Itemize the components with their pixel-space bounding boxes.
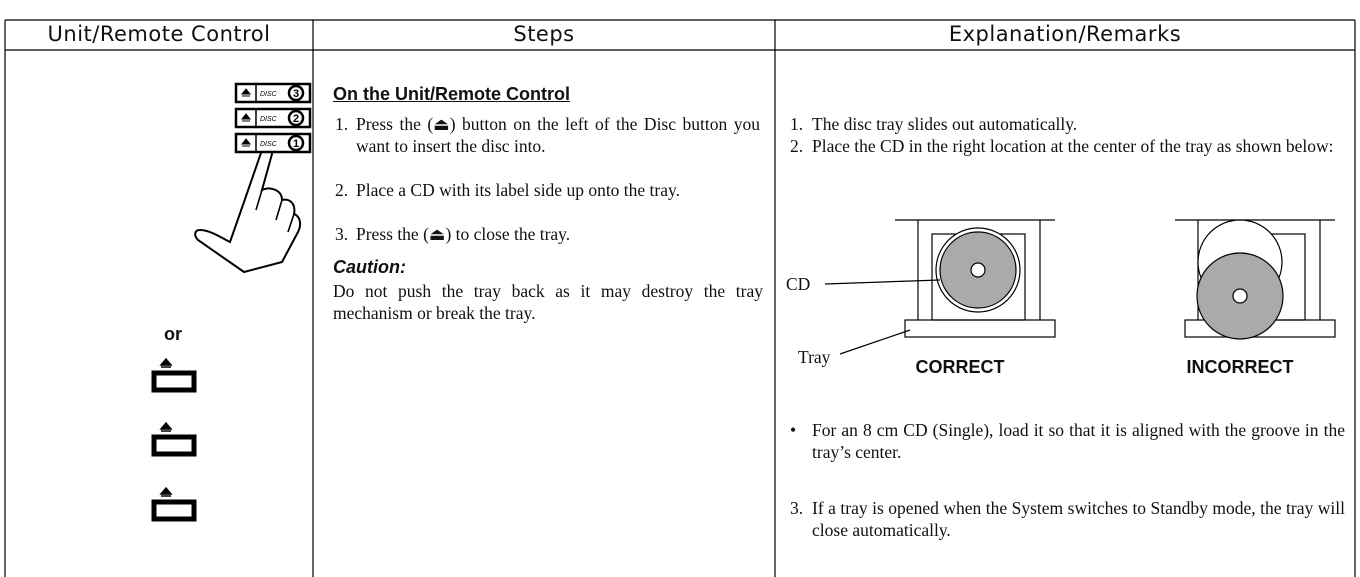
bullet-text: For an 8 cm CD (Single), load it so that… (812, 420, 1345, 462)
remark-text: The disc tray slides out automatically. (812, 114, 1078, 134)
bullet-marker: • (790, 420, 797, 440)
column-header: Steps (513, 22, 575, 46)
step-text: Press the (⏏) button on the left of the … (356, 114, 760, 156)
incorrect-label: INCORRECT (1186, 357, 1294, 377)
eject-icon (240, 88, 252, 97)
eject-icon (240, 113, 252, 122)
caution-heading: Caution: (333, 257, 406, 277)
tray-label: Tray (798, 347, 831, 367)
step-number: 1. (335, 114, 349, 134)
or-text: or (164, 324, 182, 344)
remark-text: Place the CD in the right location at th… (812, 136, 1334, 156)
disc-label: DISC (260, 116, 278, 123)
column-header: Explanation/Remarks (948, 22, 1182, 46)
eject-icon (240, 138, 252, 147)
disc-number-ring (287, 134, 305, 152)
steps-heading: On the Unit/Remote Control (333, 84, 570, 104)
remark-text: If a tray is opened when the System swit… (812, 498, 1345, 540)
step-text: Press the (⏏) to close the tray. (356, 224, 571, 244)
remark-number: 3. (790, 498, 804, 518)
disc-number: 2 (293, 113, 299, 125)
correct-label: CORRECT (915, 357, 1005, 377)
cd-label: CD (786, 274, 811, 294)
disc-number-ring (287, 109, 305, 127)
disc-number: 3 (293, 88, 299, 100)
remark-number: 2. (790, 136, 804, 156)
disc-label: DISC (260, 91, 278, 98)
remark-number: 1. (790, 114, 804, 134)
column-header: Unit/Remote Control (47, 22, 271, 46)
disc-number: 1 (293, 138, 299, 150)
step-number: 2. (335, 180, 349, 200)
disc-number-ring (287, 84, 305, 102)
step-text: Place a CD with its label side up onto t… (356, 180, 681, 200)
caution-text: Do not push the tray back as it may dest… (333, 281, 763, 323)
step-number: 3. (335, 224, 349, 244)
disc-label: DISC (260, 141, 278, 148)
